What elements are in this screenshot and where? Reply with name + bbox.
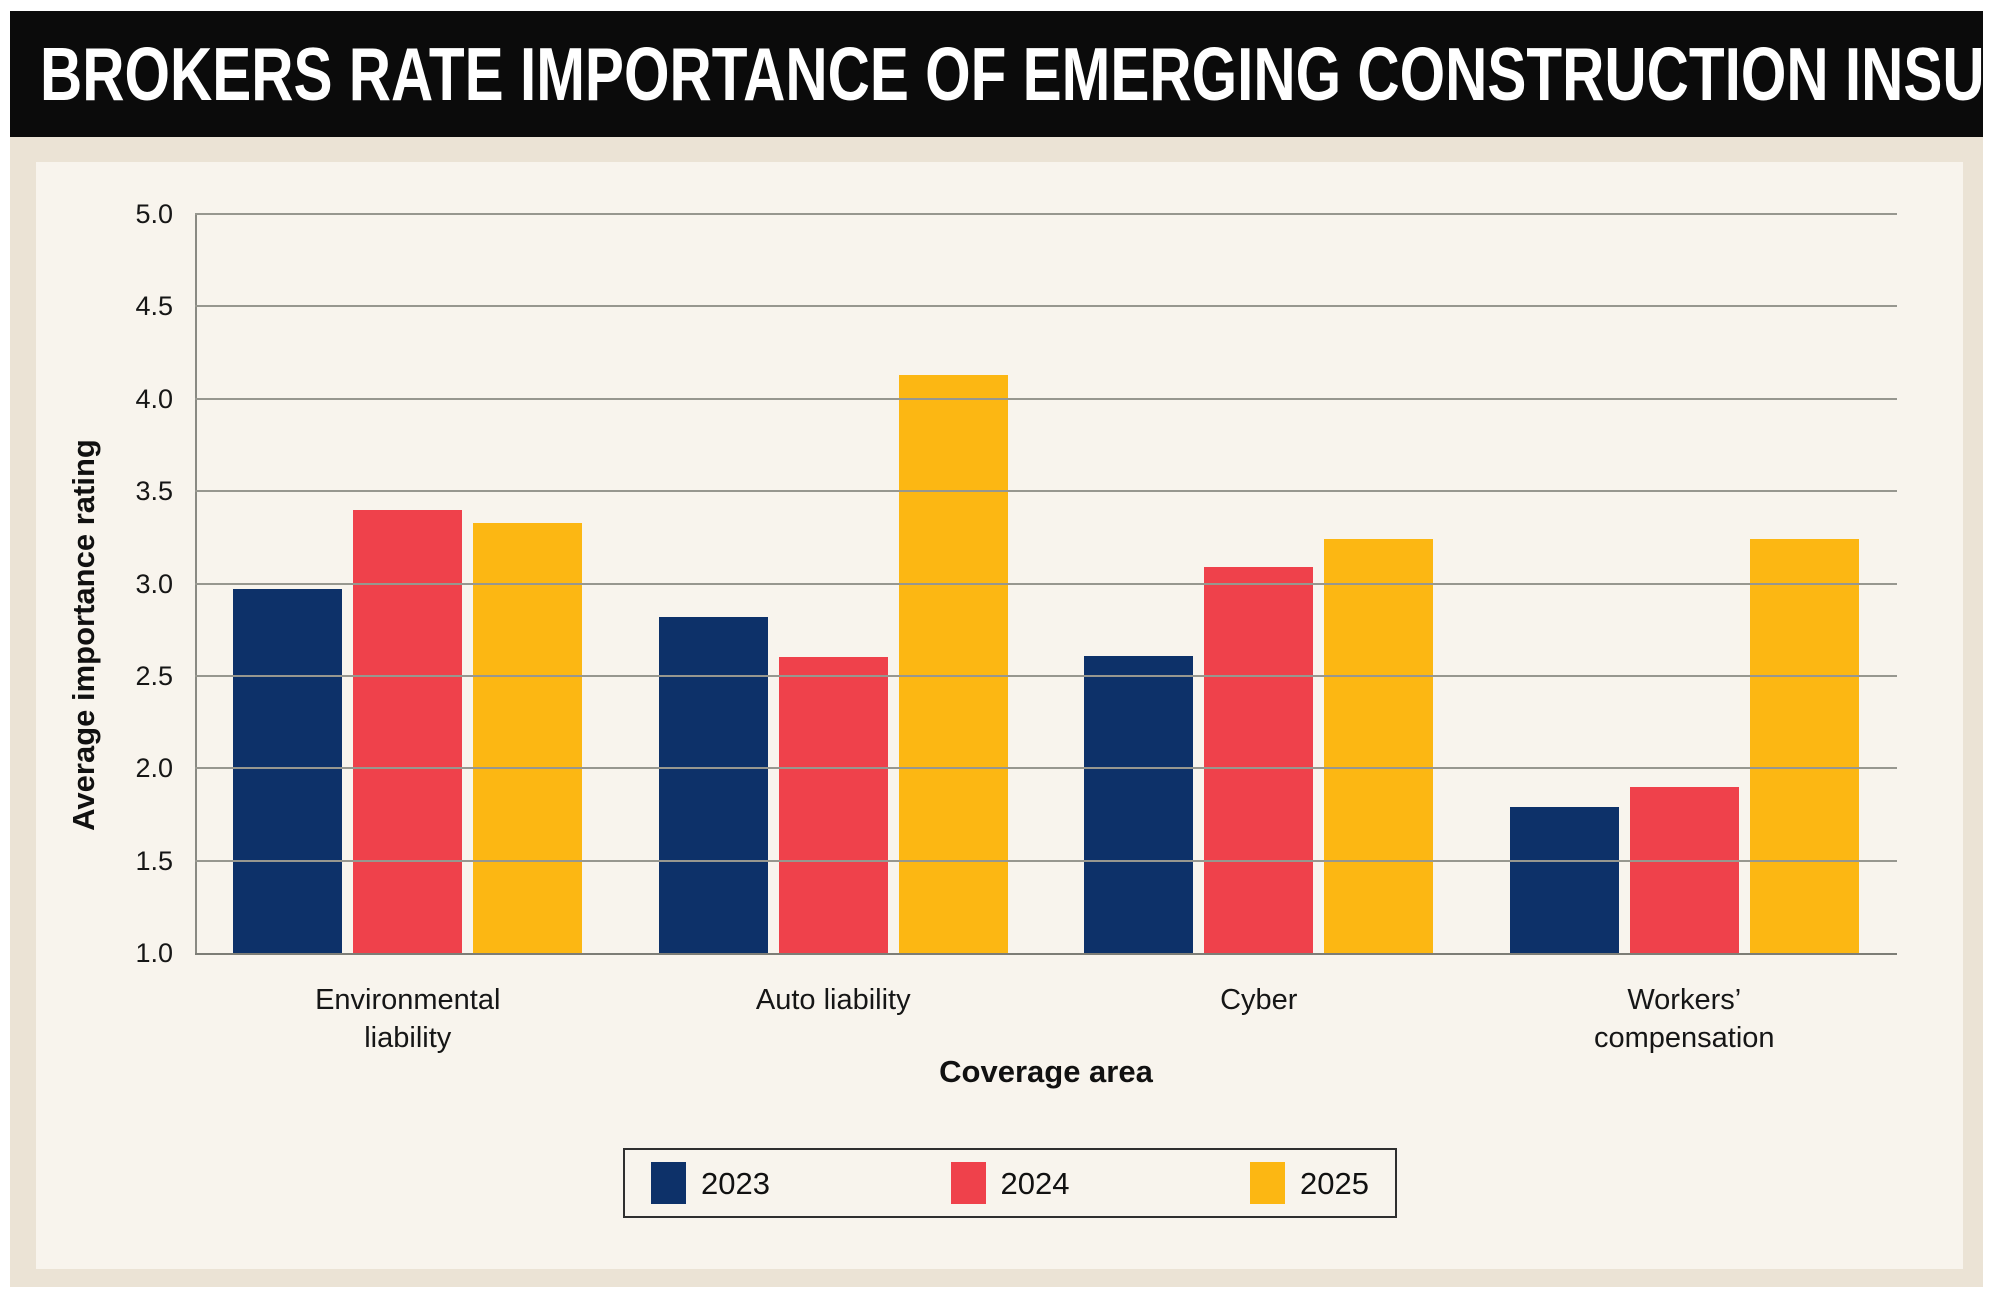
gridline-2.5 xyxy=(195,674,1897,677)
legend-label-2025: 2025 xyxy=(1300,1165,1369,1201)
legend-label-2023: 2023 xyxy=(701,1165,770,1201)
gridline-3.0 xyxy=(195,582,1897,585)
chart-card: Average importance rating Environmental … xyxy=(36,162,1963,1269)
plot-area: Environmental liability Auto liability Cyb… xyxy=(135,201,1898,1054)
bar-2024-auto-liability xyxy=(778,657,888,953)
bar-2024-environmental-liability xyxy=(353,509,463,953)
x-tick-label-text: Auto liability xyxy=(755,984,911,1016)
legend-item-2025: 2025 xyxy=(1250,1162,1369,1204)
y-tick-label-4.5: 4.5 xyxy=(135,291,173,322)
y-tick-label-2.0: 2.0 xyxy=(135,753,173,784)
gridline-1.5 xyxy=(195,859,1897,862)
bar-2023-auto-liability xyxy=(658,616,768,953)
bar-2025-auto-liability xyxy=(898,374,1008,953)
legend-swatch-2023 xyxy=(651,1162,686,1204)
x-tick-label-text: Workers’ compensation xyxy=(1593,984,1775,1055)
bar-2024-workers-compensation xyxy=(1629,786,1739,953)
chart-outer-panel: Average importance rating Environmental … xyxy=(10,137,1983,1287)
y-tick-label-4.0: 4.0 xyxy=(135,383,173,414)
legend-item-2023: 2023 xyxy=(651,1162,770,1204)
x-tick-label-text: Cyber xyxy=(1220,984,1298,1016)
legend-item-2024: 2024 xyxy=(950,1162,1070,1204)
headline-bar: BROKERS RATE IMPORTANCE OF EMERGING CONS… xyxy=(10,11,1995,137)
x-tick-label-text: Environmental liability xyxy=(315,984,501,1055)
gridline-4.5 xyxy=(195,305,1897,308)
bar-2024-cyber xyxy=(1204,566,1314,953)
y-tick-label-1.0: 1.0 xyxy=(135,938,173,968)
y-tick-label-3.0: 3.0 xyxy=(135,568,173,599)
y-tick-label-1.5: 1.5 xyxy=(135,845,173,876)
legend-swatch-2024 xyxy=(950,1162,986,1204)
bar-group-cyber: Cyber xyxy=(1046,214,1472,1016)
bar-group-workers-compensation: Workers’ compensation xyxy=(1472,214,1898,1054)
legend: 2023 2024 2025 xyxy=(623,1148,1397,1218)
y-tick-label-3.5: 3.5 xyxy=(135,476,173,507)
bar-2025-environmental-liability xyxy=(473,522,583,953)
gridline-2.0 xyxy=(195,767,1897,770)
bar-2025-workers-compensation xyxy=(1749,539,1859,953)
bar-2023-environmental-liability xyxy=(233,589,343,953)
gridline-3.5 xyxy=(195,490,1897,493)
x-axis-title: Coverage area xyxy=(939,1054,1153,1089)
bar-2025-cyber xyxy=(1324,539,1434,953)
x-tick-label-environmental-liability: Environmental liability xyxy=(258,981,558,1058)
x-tick-label-cyber: Cyber xyxy=(1109,981,1409,1019)
x-axis-line xyxy=(195,953,1897,955)
legend-label-2024: 2024 xyxy=(1000,1165,1070,1201)
bar-groups: Environmental liability Auto liability Cyb… xyxy=(195,214,1898,1054)
y-tick-label-2.5: 2.5 xyxy=(135,660,173,691)
bar-group-auto-liability: Auto liability xyxy=(621,214,1047,1016)
y-tick-label-5.0: 5.0 xyxy=(135,199,173,229)
x-tick-label-auto-liability: Auto liability xyxy=(683,981,983,1019)
gridline-4.0 xyxy=(195,397,1897,400)
gridline-5.0 xyxy=(195,213,1897,215)
x-tick-label-workers-compensation: Workers’ compensation xyxy=(1534,981,1834,1058)
bar-2023-workers-compensation xyxy=(1509,807,1619,953)
legend-swatch-2025 xyxy=(1250,1162,1286,1204)
bar-2023-cyber xyxy=(1084,655,1194,953)
chart-title: BROKERS RATE IMPORTANCE OF EMERGING CONS… xyxy=(40,32,1995,116)
